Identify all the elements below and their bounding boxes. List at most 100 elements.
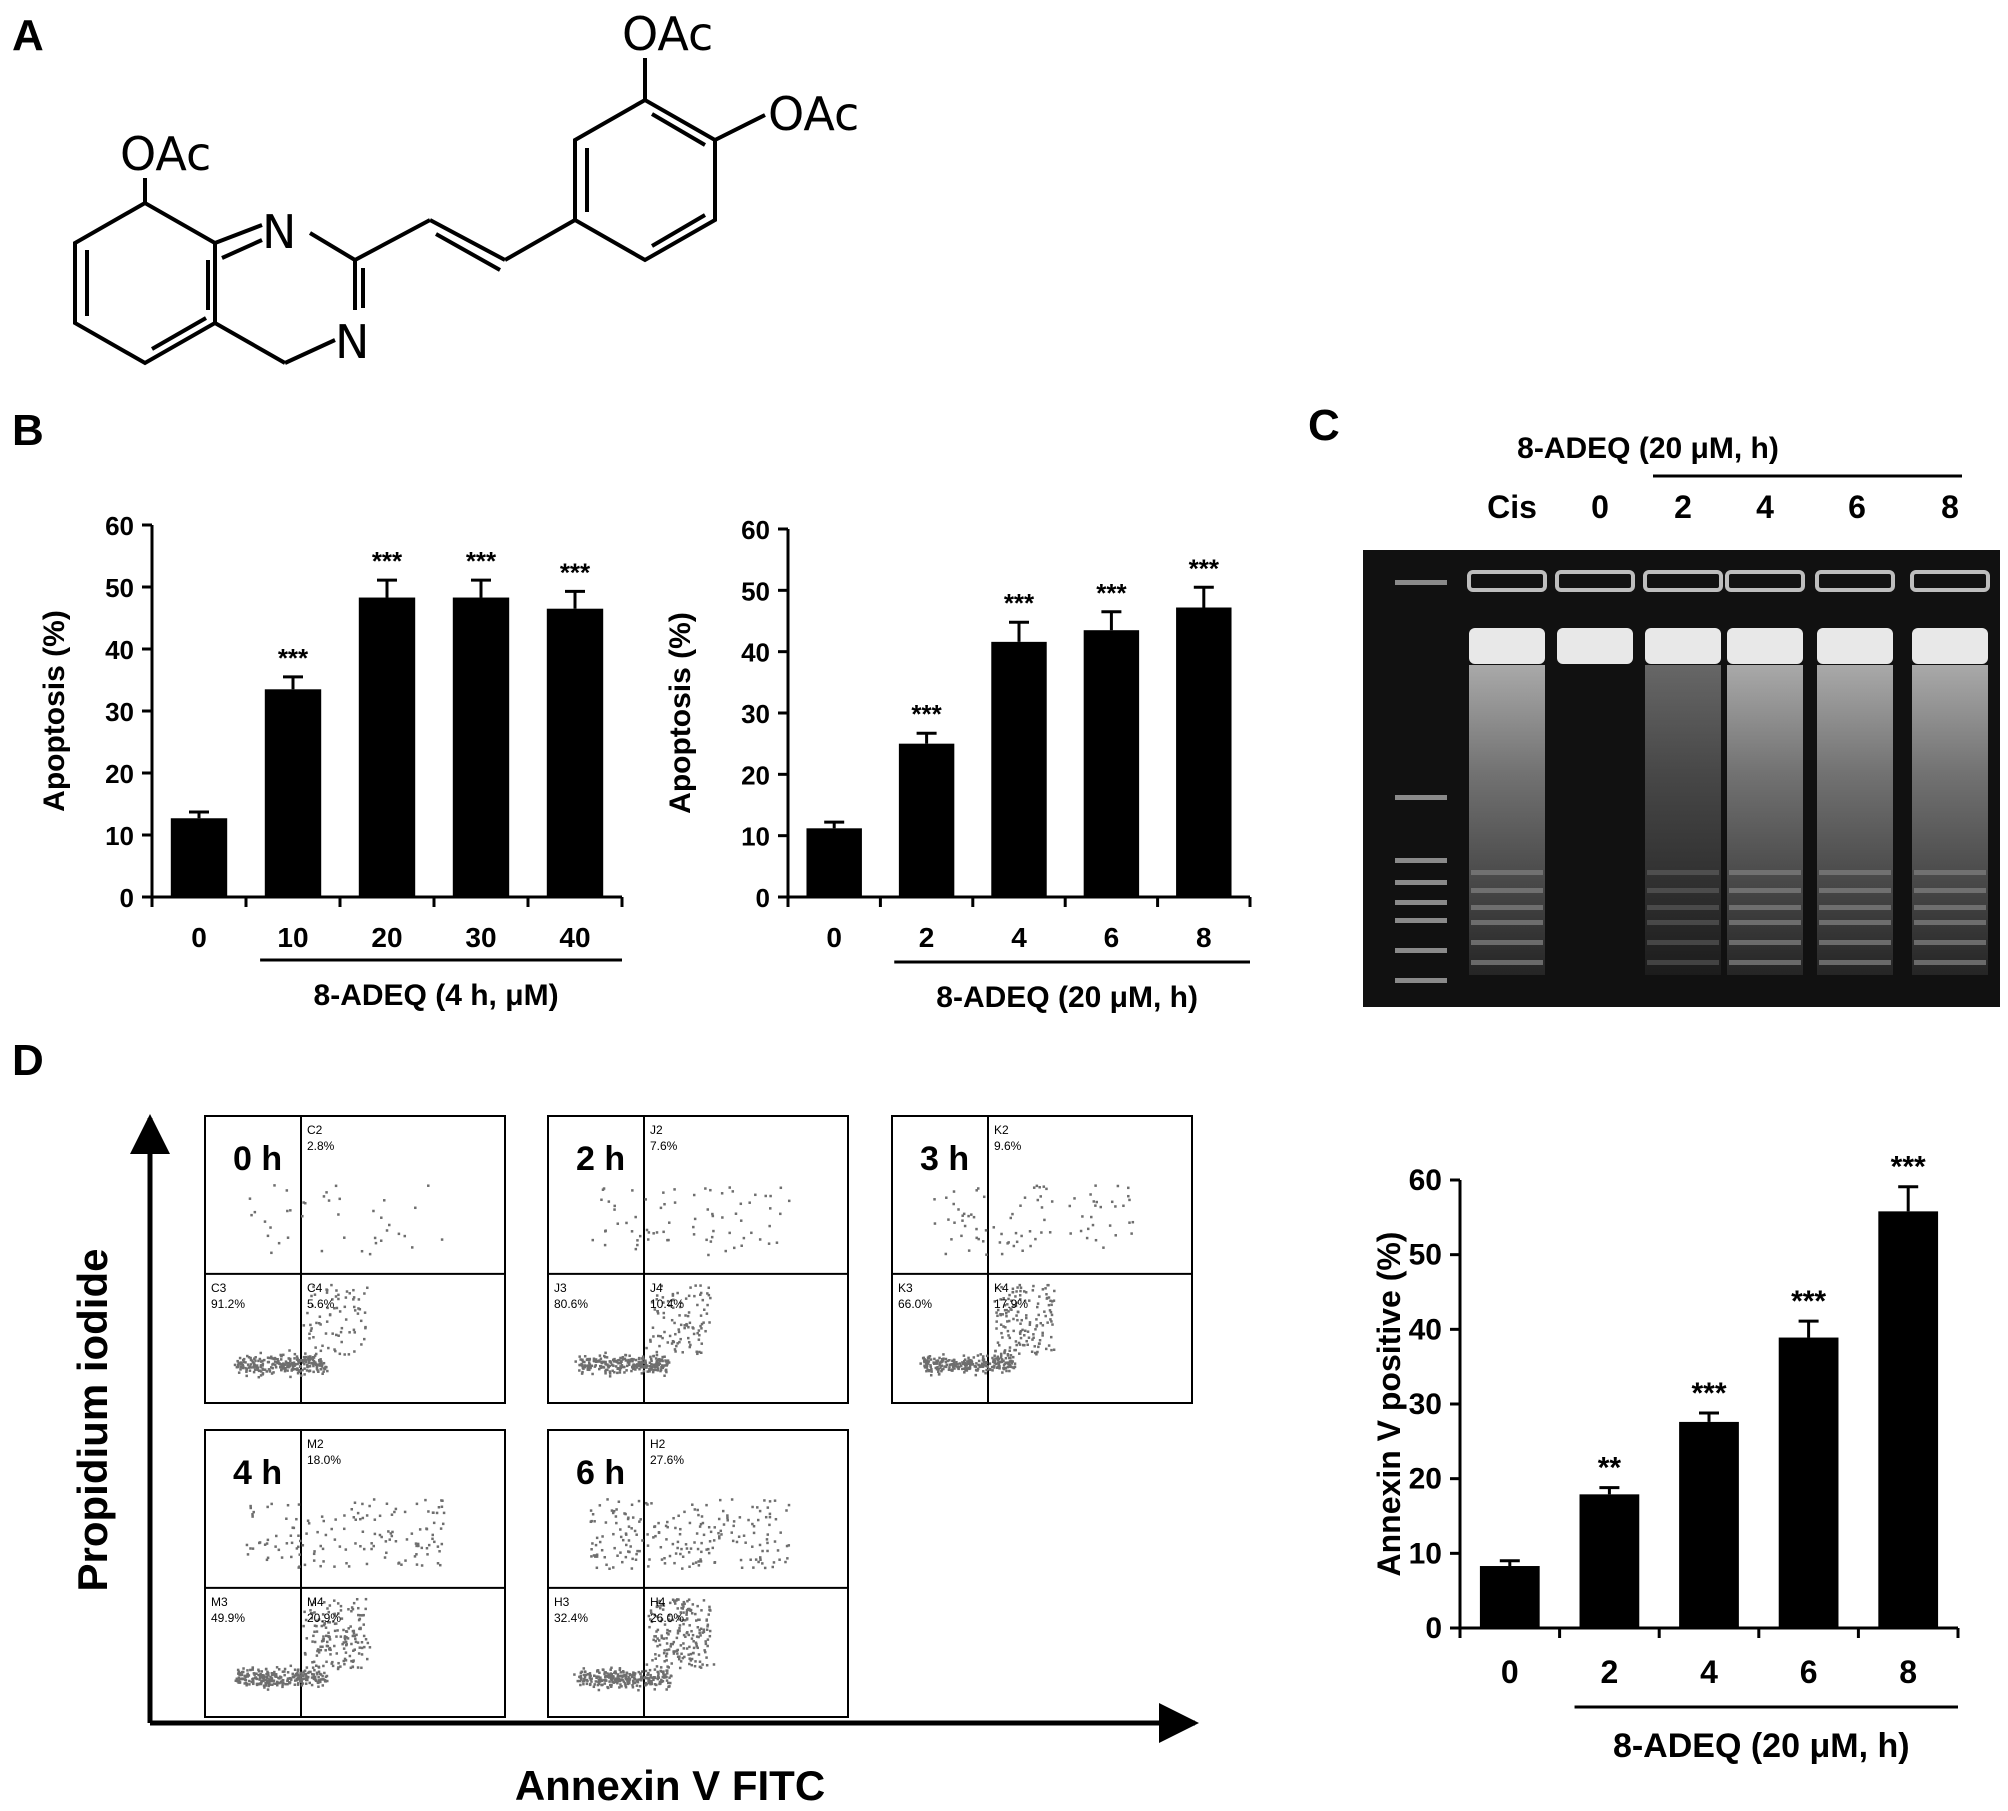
event-dot	[927, 1369, 931, 1373]
event-dot	[621, 1670, 625, 1673]
event-dot	[1048, 1231, 1052, 1234]
event-dot	[638, 1684, 642, 1688]
event-dot	[323, 1367, 327, 1371]
event-dot	[657, 1531, 661, 1534]
event-dot	[934, 1366, 938, 1370]
event-dot	[695, 1532, 699, 1535]
event-dot	[603, 1243, 607, 1247]
event-dot	[655, 1605, 659, 1609]
event-dot	[608, 1680, 611, 1683]
gel-ladder-fragment	[1819, 870, 1891, 875]
event-dot	[279, 1366, 282, 1369]
event-dot	[350, 1606, 354, 1609]
event-dot	[650, 1363, 653, 1366]
gel-ladder-fragment	[1729, 920, 1801, 925]
event-dot	[573, 1673, 576, 1676]
event-dot	[981, 1359, 985, 1362]
event-dot	[378, 1533, 382, 1537]
event-dot	[617, 1367, 621, 1370]
event-dot	[693, 1664, 697, 1668]
event-dot	[373, 1236, 377, 1240]
event-dot	[285, 1542, 289, 1545]
event-dot	[956, 1363, 959, 1366]
event-dot	[605, 1356, 609, 1359]
event-dot	[681, 1567, 684, 1570]
event-dot	[312, 1359, 316, 1363]
event-dot	[977, 1359, 981, 1363]
event-dot	[690, 1657, 694, 1661]
quadrant-percent: 5.6%	[307, 1297, 335, 1311]
event-dot	[251, 1513, 254, 1516]
event-dot	[279, 1681, 283, 1684]
event-dot	[937, 1368, 940, 1371]
event-dot	[968, 1362, 971, 1365]
event-dot	[603, 1555, 607, 1559]
event-dot	[779, 1212, 782, 1216]
event-dot	[742, 1236, 746, 1240]
event-dot	[688, 1321, 692, 1325]
event-dot	[297, 1503, 301, 1506]
event-dot	[601, 1365, 605, 1369]
event-dot	[610, 1363, 614, 1366]
event-dot	[317, 1321, 321, 1325]
event-dot	[431, 1533, 434, 1537]
event-dot	[621, 1560, 624, 1564]
event-dot	[613, 1546, 616, 1550]
event-dot	[687, 1653, 690, 1656]
event-dot	[578, 1679, 582, 1683]
event-dot	[942, 1367, 945, 1371]
event-dot	[939, 1366, 942, 1369]
event-dot	[1041, 1324, 1045, 1327]
event-dot	[239, 1365, 243, 1369]
event-dot	[360, 1666, 363, 1670]
event-dot	[685, 1322, 688, 1326]
event-dot	[383, 1556, 387, 1559]
event-dot	[685, 1618, 689, 1621]
event-dot	[252, 1364, 256, 1367]
event-dot	[1039, 1195, 1042, 1198]
gel-well	[1643, 570, 1723, 592]
event-dot	[677, 1657, 681, 1661]
quadrant-id: K4	[994, 1281, 1009, 1295]
event-dot	[751, 1522, 754, 1526]
event-dot	[614, 1672, 618, 1675]
event-dot	[966, 1360, 969, 1363]
event-dot	[1040, 1231, 1043, 1234]
event-dot	[440, 1238, 444, 1241]
event-dot	[1019, 1289, 1022, 1293]
event-dot	[1073, 1197, 1076, 1200]
event-dot	[621, 1538, 625, 1542]
event-dot	[666, 1238, 669, 1242]
quadrant-percent: 20.9%	[307, 1611, 341, 1625]
event-dot	[696, 1626, 700, 1629]
event-dot	[1024, 1329, 1027, 1333]
event-dot	[1018, 1283, 1022, 1287]
event-dot	[630, 1369, 633, 1373]
event-dot	[787, 1503, 791, 1507]
event-dot	[683, 1324, 686, 1327]
event-dot	[287, 1361, 290, 1365]
event-dot	[581, 1360, 585, 1363]
event-dot	[653, 1635, 656, 1638]
event-dot	[1007, 1241, 1010, 1244]
gel-ladder-fragment	[1647, 960, 1719, 965]
event-dot	[936, 1359, 940, 1362]
event-dot	[345, 1290, 349, 1293]
event-dot	[1116, 1184, 1120, 1188]
event-dot	[237, 1361, 240, 1365]
event-dot	[283, 1673, 286, 1677]
event-dot	[696, 1604, 699, 1608]
event-dot	[286, 1503, 290, 1507]
oac-label-top: OAc	[622, 7, 713, 61]
event-dot	[609, 1683, 612, 1687]
event-dot	[351, 1634, 355, 1638]
event-dot	[708, 1608, 711, 1612]
event-dot	[670, 1674, 673, 1678]
event-dot	[343, 1514, 346, 1517]
event-dot	[331, 1332, 334, 1335]
event-dot	[964, 1366, 967, 1369]
event-dot	[346, 1637, 350, 1640]
event-dot	[278, 1681, 281, 1685]
event-dot	[759, 1558, 762, 1562]
y-tick-label: 30	[105, 697, 134, 727]
